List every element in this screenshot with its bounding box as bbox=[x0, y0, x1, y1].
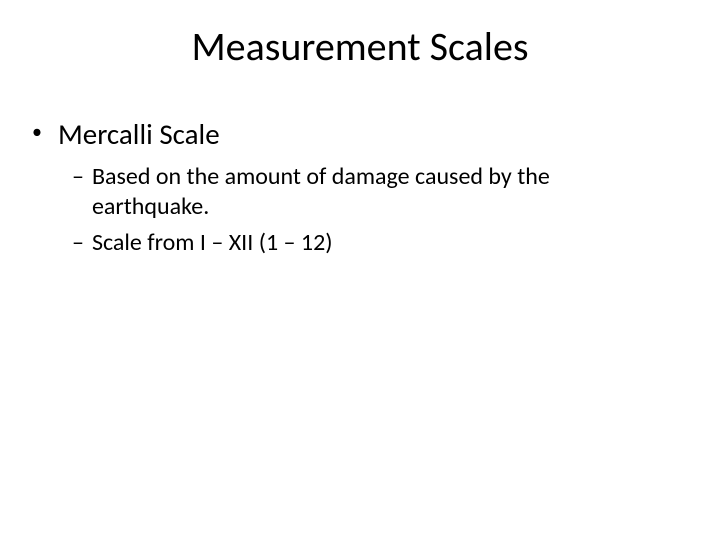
slide-title: Measurement Scales bbox=[0, 22, 720, 71]
bullet-dash-icon: – bbox=[72, 228, 84, 258]
bullet-level2: – Scale from I – XII (1 – 12) bbox=[72, 228, 660, 258]
bullet-level1: • Mercalli Scale bbox=[32, 116, 720, 152]
bullet-dot-icon: • bbox=[32, 122, 42, 142]
bullet-level1-text: Mercalli Scale bbox=[58, 116, 220, 152]
bullet-level2-text: Scale from I – XII (1 – 12) bbox=[92, 228, 660, 258]
bullet-level2-text: Based on the amount of damage caused by … bbox=[92, 162, 660, 222]
bullet-level2: – Based on the amount of damage caused b… bbox=[72, 162, 660, 222]
bullet-dash-icon: – bbox=[72, 162, 84, 192]
slide-container: Measurement Scales • Mercalli Scale – Ba… bbox=[0, 0, 720, 540]
